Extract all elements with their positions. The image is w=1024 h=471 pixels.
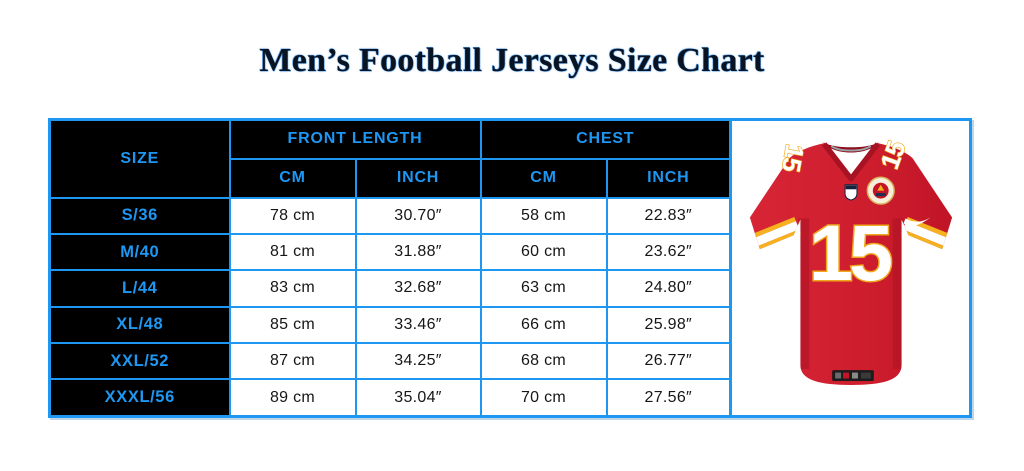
chest-inch-cell: 27.56″	[605, 378, 732, 418]
table-row: XXXL/56 89 cm 35.04″ 70 cm 27.56″	[48, 378, 732, 418]
jock-tag	[831, 370, 874, 382]
front-inch-cell: 35.04″	[354, 378, 482, 418]
chest-inch-cell: 23.62″	[605, 232, 732, 272]
chest-inch-cell: 22.83″	[605, 196, 732, 235]
shoulder-number-left: 15	[775, 142, 807, 174]
side-panel-shading	[797, 218, 809, 370]
size-chart-board: SIZE FRONT LENGTH CHEST CM INCH CM INCH …	[48, 118, 972, 418]
column-group-chest: CHEST	[479, 118, 732, 160]
collar-stripe	[830, 145, 871, 152]
size-cell: XXL/52	[48, 341, 231, 381]
column-group-front-length: FRONT LENGTH	[228, 118, 482, 160]
chest-inch-cell: 24.80″	[605, 269, 732, 308]
front-inch-cell: 30.70″	[354, 196, 482, 235]
size-chart-table: SIZE FRONT LENGTH CHEST CM INCH CM INCH …	[48, 118, 733, 418]
chest-cm-cell: 66 cm	[479, 305, 608, 344]
column-header-size: SIZE	[48, 118, 231, 199]
front-inch-cell: 34.25″	[354, 341, 482, 381]
sleeve-stripes-left	[749, 216, 801, 253]
table-row: S/36 78 cm 30.70″ 58 cm 22.83″	[48, 196, 732, 235]
size-cell: XXXL/56	[48, 378, 231, 418]
subheader-front-cm: CM	[228, 157, 357, 199]
front-inch-cell: 32.68″	[354, 269, 482, 308]
subheader-chest-inch: INCH	[605, 157, 732, 199]
chest-cm-cell: 58 cm	[479, 196, 608, 235]
size-cell: XL/48	[48, 305, 231, 344]
chest-cm-cell: 63 cm	[479, 269, 608, 308]
size-cell: S/36	[48, 196, 231, 235]
size-cell: M/40	[48, 232, 231, 272]
front-cm-cell: 81 cm	[228, 232, 357, 272]
side-panel-shading	[892, 218, 904, 370]
front-inch-cell: 33.46″	[354, 305, 482, 344]
jersey-illustration: 15 15 15	[749, 137, 952, 385]
chest-cm-cell: 70 cm	[479, 378, 608, 418]
front-inch-cell: 31.88″	[354, 232, 482, 272]
front-cm-cell: 83 cm	[228, 269, 357, 308]
swoosh-icon	[903, 217, 930, 226]
subheader-chest-cm: CM	[479, 157, 608, 199]
table-row: XL/48 85 cm 33.46″ 66 cm 25.98″	[48, 305, 732, 344]
front-cm-cell: 85 cm	[228, 305, 357, 344]
front-cm-cell: 89 cm	[228, 378, 357, 418]
jersey-image-panel: 15 15 15	[732, 118, 972, 418]
nfl-shield-logo	[844, 184, 857, 201]
chest-number: 15	[808, 208, 890, 297]
subheader-front-inch: INCH	[354, 157, 482, 199]
chest-cm-cell: 60 cm	[479, 232, 608, 272]
table-row: M/40 81 cm 31.88″ 60 cm 23.62″	[48, 232, 732, 272]
table-row: XXL/52 87 cm 34.25″ 68 cm 26.77″	[48, 341, 732, 381]
group-header-row: SIZE FRONT LENGTH CHEST	[48, 118, 732, 199]
table-row: L/44 83 cm 32.68″ 63 cm 24.80″	[48, 269, 732, 308]
collar-back	[822, 142, 879, 153]
chest-cm-cell: 68 cm	[479, 341, 608, 381]
chest-inch-cell: 25.98″	[605, 305, 732, 344]
page-title: Men’s Football Jerseys Size Chart	[259, 42, 765, 79]
collar-vneck	[821, 142, 880, 182]
front-cm-cell: 87 cm	[228, 341, 357, 381]
size-cell: L/44	[48, 269, 231, 308]
front-cm-cell: 78 cm	[228, 196, 357, 235]
chest-inch-cell: 26.77″	[605, 341, 732, 381]
subheader-row: CM INCH CM INCH	[50, 157, 732, 199]
chest-patch	[866, 176, 895, 205]
